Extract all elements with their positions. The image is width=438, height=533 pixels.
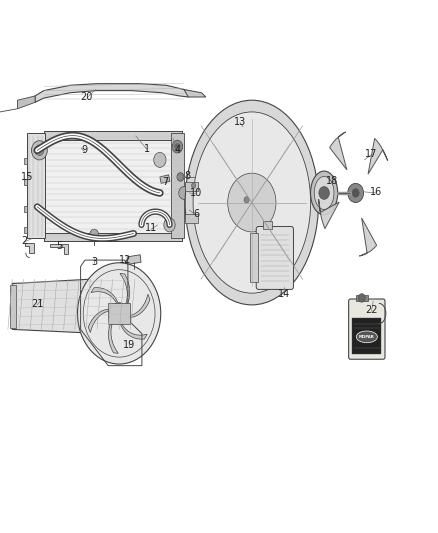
Circle shape (179, 187, 189, 199)
Circle shape (348, 183, 364, 203)
Polygon shape (24, 206, 27, 212)
Polygon shape (35, 84, 193, 102)
Polygon shape (109, 321, 118, 353)
Bar (44, 131, 182, 241)
Text: 7: 7 (162, 177, 169, 187)
Circle shape (172, 140, 183, 153)
Polygon shape (359, 218, 377, 256)
Text: 12: 12 (119, 255, 131, 265)
Circle shape (177, 173, 184, 181)
Polygon shape (10, 285, 16, 328)
Polygon shape (24, 227, 27, 233)
Text: 10: 10 (190, 188, 202, 198)
Text: 3: 3 (91, 257, 97, 267)
Text: 6: 6 (193, 209, 199, 219)
Polygon shape (24, 179, 27, 185)
Text: 19: 19 (123, 341, 135, 350)
Polygon shape (184, 90, 206, 97)
Polygon shape (25, 243, 34, 253)
Bar (108, 303, 130, 324)
Text: 14: 14 (278, 289, 290, 299)
Bar (27, 133, 45, 238)
Polygon shape (88, 309, 110, 333)
Text: 18: 18 (326, 176, 338, 186)
Circle shape (35, 145, 44, 156)
Circle shape (90, 229, 99, 240)
Circle shape (358, 294, 365, 302)
Circle shape (164, 218, 175, 232)
Polygon shape (368, 139, 388, 174)
Text: 17: 17 (365, 149, 378, 158)
Text: 8: 8 (184, 171, 191, 181)
Circle shape (319, 187, 329, 199)
Ellipse shape (356, 331, 377, 343)
FancyBboxPatch shape (256, 227, 293, 289)
Circle shape (110, 303, 128, 324)
Circle shape (78, 263, 161, 364)
Text: 2: 2 (21, 236, 27, 246)
Bar (356, 295, 368, 301)
Text: MOPAR: MOPAR (359, 335, 374, 339)
Circle shape (191, 183, 196, 188)
Text: 15: 15 (21, 172, 33, 182)
Text: 21: 21 (31, 299, 43, 309)
Polygon shape (185, 214, 198, 223)
Polygon shape (185, 182, 198, 191)
FancyBboxPatch shape (349, 299, 385, 359)
Polygon shape (18, 96, 35, 109)
Polygon shape (50, 244, 68, 254)
Text: 1: 1 (144, 144, 150, 154)
Polygon shape (250, 233, 258, 282)
Polygon shape (121, 325, 147, 339)
Bar (44, 131, 182, 140)
Circle shape (154, 152, 166, 167)
Text: 4: 4 (174, 146, 180, 155)
Bar (44, 233, 182, 241)
Bar (263, 221, 272, 229)
Text: 16: 16 (370, 187, 382, 197)
Polygon shape (318, 199, 339, 229)
Ellipse shape (314, 176, 334, 209)
Polygon shape (127, 255, 141, 264)
Polygon shape (91, 288, 117, 302)
Circle shape (352, 189, 359, 197)
Bar (352, 318, 381, 354)
Polygon shape (12, 277, 137, 335)
Text: 20: 20 (81, 92, 93, 102)
Polygon shape (330, 132, 347, 170)
Ellipse shape (311, 171, 338, 215)
Ellipse shape (185, 100, 318, 305)
Polygon shape (128, 294, 150, 318)
Text: 22: 22 (365, 305, 378, 315)
Text: 9: 9 (81, 146, 88, 155)
Polygon shape (160, 175, 170, 183)
Polygon shape (24, 158, 27, 164)
Polygon shape (120, 273, 130, 306)
Circle shape (228, 173, 276, 232)
Bar (228, 147, 276, 258)
Bar (171, 133, 184, 238)
Ellipse shape (193, 112, 311, 293)
Circle shape (32, 141, 47, 160)
Circle shape (175, 143, 180, 150)
Circle shape (244, 197, 249, 203)
Text: 11: 11 (145, 223, 157, 233)
Text: 13: 13 (234, 117, 246, 126)
Text: 5: 5 (56, 241, 62, 251)
